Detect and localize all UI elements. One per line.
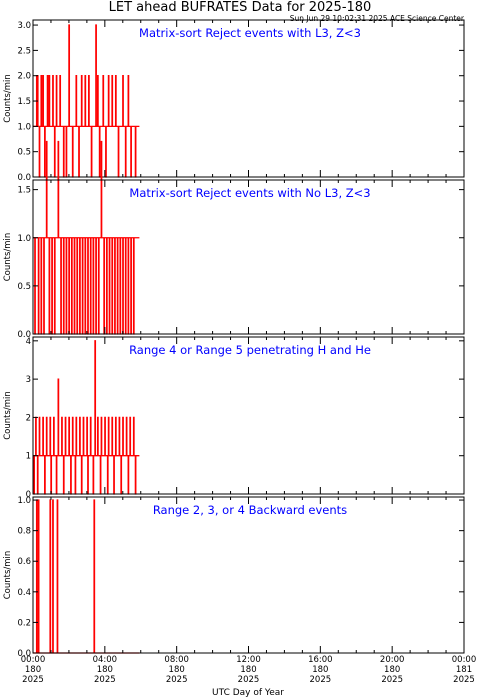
- x-tick-label: 180: [97, 665, 113, 675]
- data-trace: [33, 340, 140, 495]
- y-tick-label: 0.0: [17, 173, 31, 183]
- x-tick-label: 2025: [94, 675, 116, 685]
- panel-frame: [32, 336, 465, 495]
- x-tick-label: 2025: [381, 675, 403, 685]
- x-tick-label: 04:00: [93, 655, 118, 665]
- x-tick-label: 16:00: [308, 655, 333, 665]
- x-tick-label: 2025: [310, 675, 332, 685]
- panel-1: 0.0 0.5 1.0 1.5 2.0 2.5 3.0 Counts/min Matrix-so…: [3, 19, 465, 183]
- y-tick-label: 1.5: [17, 97, 31, 107]
- x-tick-label: 180: [312, 665, 328, 675]
- x-tick-label: 180: [25, 665, 41, 675]
- data-trace: [33, 499, 140, 654]
- x-tick-label: 2025: [453, 675, 475, 685]
- y-tick-label: 0.0: [17, 330, 31, 340]
- x-axis-label: UTC Day of Year: [212, 688, 284, 698]
- panel-label: Matrix-sort Reject events with No L3, Z<…: [129, 186, 370, 200]
- x-tick-label: 08:00: [164, 655, 189, 665]
- panel-2: 0.0 0.5 1.0 1.5 Counts/min Matrix-sort Reject…: [3, 140, 465, 340]
- x-tick-label: 181: [456, 665, 472, 675]
- chart-title: LET ahead BUFRATES Data for 2025-180: [109, 0, 372, 15]
- y-tick-label: 1.5: [17, 186, 31, 196]
- y-tick-label: 1.0: [17, 496, 31, 506]
- x-tick-label: 180: [240, 665, 256, 675]
- y-tick-label: 1.0: [17, 122, 31, 132]
- y-tick-label: 0.5: [17, 148, 31, 158]
- panel-frame: [32, 179, 465, 335]
- x-tick-label: 2025: [22, 675, 44, 685]
- y-axis-label: Counts/min: [3, 551, 13, 600]
- y-tick-label: 0.6: [17, 557, 31, 567]
- y-axis-label: Counts/min: [3, 233, 13, 282]
- x-tick-label: 2025: [238, 675, 260, 685]
- x-tick-label: 20:00: [380, 655, 405, 665]
- x-tick-label: 2025: [166, 675, 188, 685]
- y-tick-label: 0.0: [17, 649, 31, 659]
- panel-4: 0.0 0.2 0.4 0.6 0.8 1.0 Counts/min Range 2, 3, …: [3, 496, 465, 659]
- y-tick-label: 2.5: [17, 46, 31, 56]
- y-tick-label: 4: [26, 337, 31, 347]
- y-tick-label: 0.5: [17, 282, 31, 292]
- x-tick-label: 180: [169, 665, 185, 675]
- y-tick-label: 3.0: [17, 21, 31, 31]
- panel-frame: [32, 496, 465, 654]
- y-tick-label: 0: [26, 490, 31, 500]
- y-tick-label: 2.0: [17, 72, 31, 82]
- panel-label: Range 4 or Range 5 penetrating H and He: [129, 343, 371, 357]
- y-tick-label: 3: [26, 375, 31, 385]
- y-tick-label: 1: [26, 452, 31, 462]
- x-tick-label: 00:00: [21, 655, 46, 665]
- panel-label: Matrix-sort Reject events with L3, Z<3: [139, 26, 361, 40]
- panel-label: Range 2, 3, or 4 Backward events: [153, 503, 347, 517]
- y-axis-label: Counts/min: [3, 391, 13, 440]
- timestamp: Sun Jun 29 10:02:31 2025 ACE Science Cen…: [290, 14, 465, 23]
- y-tick-label: 0.2: [17, 618, 31, 628]
- x-tick-label: 180: [384, 665, 400, 675]
- y-tick-label: 1.0: [17, 234, 31, 244]
- y-tick-label: 0.8: [17, 527, 31, 537]
- data-trace: [33, 24, 140, 178]
- panel-3: 0 1 2 3 4 Counts/min Range 4 or Range 5 penetr…: [3, 336, 465, 500]
- y-tick-label: 0.4: [17, 588, 31, 598]
- x-tick-label: 00:00: [452, 655, 477, 665]
- y-tick-label: 2: [26, 413, 31, 423]
- x-tick-label: 12:00: [236, 655, 261, 665]
- y-axis-label: Counts/min: [3, 74, 13, 123]
- data-trace: [33, 140, 140, 335]
